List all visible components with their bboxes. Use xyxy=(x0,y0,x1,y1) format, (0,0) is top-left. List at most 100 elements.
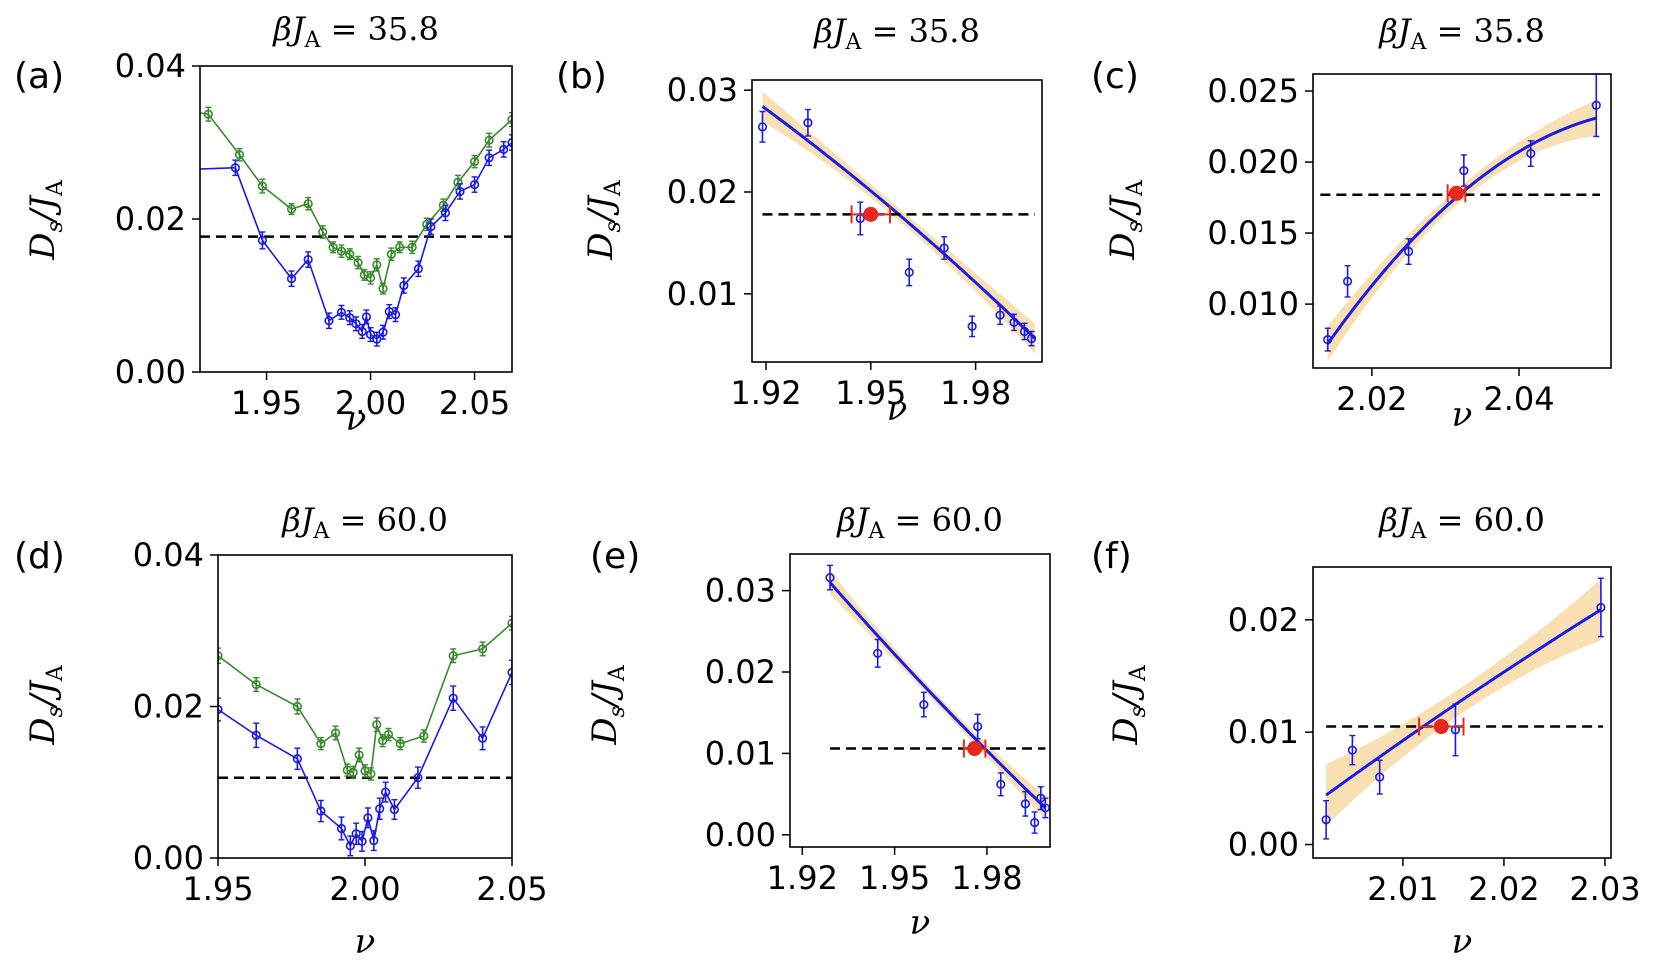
data-point xyxy=(419,731,429,741)
panel-label: (e) xyxy=(590,536,640,577)
x-tick-label: 2.05 xyxy=(439,384,510,422)
data-point xyxy=(413,264,424,274)
chart-panel: (f) βJA = 60.0 Ds/JA ν 2.01 2.02 2.03 0.00 0.01 0… xyxy=(1091,501,1641,962)
data-point xyxy=(342,765,352,775)
data-point xyxy=(453,177,463,187)
data-point xyxy=(286,204,297,214)
fit-confidence-band xyxy=(1327,100,1597,362)
data-point xyxy=(1591,100,1601,110)
x-tick-label: 2.02 xyxy=(1336,380,1407,418)
fit-line xyxy=(828,581,1047,810)
x-tick-label: 2.03 xyxy=(1569,870,1640,908)
data-point xyxy=(484,153,494,163)
y-tick-label: 0.00 xyxy=(133,839,204,877)
data-point xyxy=(351,829,361,839)
data-point xyxy=(372,720,382,730)
chart-panel: (a) βJA = 35.8 Ds/JA ν 1.95 2.00 2.05 0.00 0.02 0… xyxy=(14,10,513,439)
chart-title: βJA = 60.0 xyxy=(836,501,1003,544)
plot-area xyxy=(825,564,1050,834)
data-point xyxy=(365,273,376,283)
x-tick-label: 2.00 xyxy=(329,870,400,908)
data-point xyxy=(336,823,347,834)
x-tick-label: 2.04 xyxy=(1483,380,1554,418)
data-point xyxy=(366,769,376,779)
plot-area xyxy=(1321,577,1606,840)
data-point xyxy=(369,835,379,846)
axes-frame xyxy=(199,65,513,373)
x-tick-label: 1.98 xyxy=(951,859,1022,897)
data-point xyxy=(386,249,396,259)
panel-label: (c) xyxy=(1091,56,1139,97)
data-point xyxy=(1323,334,1333,345)
data-point xyxy=(257,181,268,191)
y-axis-label: Ds/JA xyxy=(1103,179,1148,261)
data-point xyxy=(1030,817,1040,828)
data-point xyxy=(390,310,401,320)
data-point xyxy=(234,150,245,160)
data-point xyxy=(395,739,405,749)
data-point xyxy=(380,787,391,797)
data-point xyxy=(348,767,358,778)
data-point xyxy=(303,199,313,209)
data-point xyxy=(803,118,813,128)
data-point xyxy=(230,163,240,173)
axes-frame xyxy=(1312,566,1612,859)
data-point xyxy=(413,773,423,783)
data-point xyxy=(190,108,198,116)
panel-label: (a) xyxy=(14,56,64,97)
data-point xyxy=(1009,317,1019,327)
data-point xyxy=(1026,333,1037,344)
data-point xyxy=(469,179,480,190)
x-axis-label: ν xyxy=(887,389,908,429)
data-point xyxy=(996,779,1006,789)
data-point xyxy=(995,310,1005,320)
x-tick-label: 1.95 xyxy=(182,870,253,908)
data-point xyxy=(331,728,341,738)
data-point xyxy=(825,573,835,583)
x-axis-label: ν xyxy=(355,922,376,962)
y-tick-label: 0.01 xyxy=(1228,713,1299,751)
data-point xyxy=(372,260,382,270)
axes-frame xyxy=(751,79,1043,363)
chart-panel: (c) βJA = 35.8 Ds/JA ν 2.02 2.04 0.010 0.015 0.0… xyxy=(1091,12,1612,435)
data-point xyxy=(1040,803,1050,813)
x-tick-label: 2.05 xyxy=(476,870,547,908)
y-tick-label: 0.00 xyxy=(1228,826,1299,864)
y-tick-label: 0.02 xyxy=(667,173,738,211)
data-point xyxy=(378,327,388,337)
data-point xyxy=(351,319,361,329)
data-point xyxy=(1347,745,1357,755)
data-point xyxy=(904,267,914,278)
chart-title: βJA = 35.8 xyxy=(813,12,980,55)
chart-panel: (d) βJA = 60.0 Ds/JA ν 1.95 2.00 2.05 0.00 0.02 0… xyxy=(14,501,548,962)
fit-line xyxy=(1325,608,1602,797)
y-axis-label: Ds/JA xyxy=(585,664,630,746)
data-point xyxy=(251,679,261,690)
data-point xyxy=(939,243,949,253)
data-point xyxy=(218,704,223,715)
data-point xyxy=(1321,815,1331,825)
y-tick-label: 0.02 xyxy=(705,653,776,691)
data-point xyxy=(407,242,417,252)
data-point xyxy=(973,721,983,732)
data-point xyxy=(507,618,512,628)
data-point xyxy=(919,699,929,710)
chart-title: βJA = 60.0 xyxy=(281,501,448,544)
data-point xyxy=(203,109,213,119)
data-point xyxy=(395,242,405,252)
data-point xyxy=(507,667,512,678)
data-point xyxy=(1342,276,1353,286)
y-tick-label: 0.00 xyxy=(705,816,776,854)
x-tick-label: 1.98 xyxy=(940,374,1011,412)
blue-series-line xyxy=(200,141,512,341)
crossing-point xyxy=(1433,719,1449,735)
fit-confidence-band xyxy=(762,91,1036,354)
y-tick-label: 0.010 xyxy=(1207,285,1299,323)
fit-confidence-band xyxy=(1326,579,1601,826)
axes-frame xyxy=(1312,73,1612,369)
y-axis-label: Ds/JA xyxy=(23,179,68,261)
crossing-point xyxy=(967,741,983,757)
axes-frame xyxy=(789,553,1051,848)
data-point xyxy=(292,701,302,712)
